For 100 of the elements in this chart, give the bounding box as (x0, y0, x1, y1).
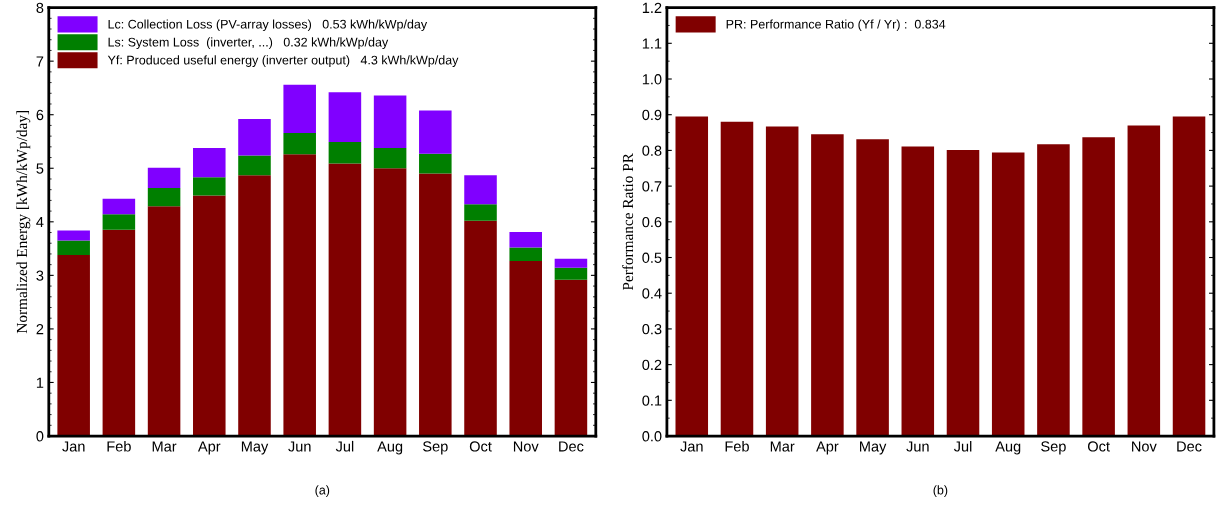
legend-label: Yf: Produced useful energy (inverter output) 4.3 kWh/kWp/day (107, 55, 459, 67)
bar (193, 177, 226, 196)
bar (856, 139, 889, 437)
bar (1082, 137, 1115, 437)
bar (509, 247, 542, 261)
bar (554, 267, 588, 280)
x-tick-label: Sep (1041, 441, 1066, 455)
y-tick-label: 0.4 (642, 288, 662, 299)
bar (1037, 144, 1070, 437)
bar (57, 255, 90, 437)
bar (946, 150, 980, 437)
bar (720, 121, 754, 437)
bar (102, 198, 136, 215)
y-tick-label: 0.2 (642, 359, 662, 371)
x-tick-label: Aug (995, 441, 1021, 455)
text: (b) (933, 485, 948, 497)
bar (1172, 116, 1206, 437)
y-axis-title: Performance Ratio PR (622, 153, 634, 291)
bar (373, 95, 407, 148)
bar (373, 168, 407, 437)
y-tick-label: 0.9 (642, 109, 662, 121)
bar (283, 84, 316, 133)
y-tick-label: 3 (36, 270, 44, 281)
y-tick-label: 2 (36, 324, 44, 335)
y-tick-label: 7 (36, 56, 44, 67)
x-tick-label: Jan (680, 441, 703, 452)
bar (419, 173, 452, 437)
bar (419, 110, 452, 154)
x-tick-label: Feb (725, 440, 749, 452)
x-tick-label: Jul (953, 440, 972, 452)
bar (193, 195, 226, 437)
bar (464, 204, 497, 221)
bar (419, 153, 452, 174)
y-tick-label: 0.0 (642, 431, 662, 442)
x-tick-label: Apr (816, 441, 839, 455)
y-tick-label: 1.0 (642, 74, 662, 85)
bar (554, 279, 588, 437)
x-tick-label: Jun (906, 441, 929, 452)
y-tick-label: 6 (36, 109, 44, 121)
x-tick-label: Mar (152, 441, 177, 452)
bar (509, 231, 542, 248)
x-tick-label: Jan (62, 441, 85, 452)
x-tick-label: Feb (107, 440, 131, 452)
y-tick-label: 1.2 (642, 2, 662, 13)
x-tick-label: Oct (1087, 441, 1110, 452)
bar (373, 147, 407, 169)
x-tick-label: Aug (377, 441, 403, 455)
bar (765, 126, 799, 437)
bar (102, 229, 136, 437)
bar (464, 175, 497, 205)
y-tick-label: 0.6 (642, 216, 662, 228)
y-tick-label: 5 (36, 163, 44, 174)
y-tick-label: 0.3 (642, 324, 662, 335)
bar (147, 167, 181, 189)
bar (283, 132, 316, 155)
x-tick-label: Apr (197, 441, 221, 455)
y-tick-label: 0 (36, 431, 44, 442)
y-tick-label: 0.5 (642, 252, 662, 263)
bar (811, 134, 844, 437)
bar (147, 206, 181, 437)
y-tick-label: 1 (36, 377, 44, 388)
x-tick-label: Dec (559, 441, 584, 452)
legend-label: PR: Performance Ratio (Yf / Yr) : 0.834 (726, 19, 946, 32)
x-tick-label: May (241, 441, 269, 455)
bar (238, 118, 271, 156)
text: (a) (315, 485, 330, 497)
x-tick-label: Jun (288, 441, 311, 452)
y-tick-label: 0.8 (642, 145, 662, 156)
x-tick-label: Oct (469, 441, 492, 452)
bar (991, 152, 1025, 437)
bar (509, 260, 542, 437)
legend-label: Lc: Collection Loss (PV-array losses) 0.53 kWh/kWp/day (108, 19, 428, 32)
y-tick-label: 0.7 (642, 181, 662, 192)
x-tick-label: Dec (1177, 441, 1202, 452)
x-tick-label: Mar (770, 441, 795, 452)
x-tick-label: Sep (423, 441, 448, 455)
bar (675, 116, 709, 437)
bar (1127, 125, 1161, 437)
bar (193, 147, 226, 178)
y-tick-label: 4 (36, 217, 44, 228)
x-tick-label: Nov (1132, 441, 1157, 452)
bar (147, 188, 181, 207)
y-tick-label: 0.1 (642, 395, 662, 406)
y-axis-title: Normalized Energy [kWh/kWp/day] (16, 111, 31, 334)
bar (901, 146, 935, 437)
bar (57, 240, 90, 256)
bar (328, 92, 362, 143)
x-tick-label: May (860, 441, 887, 455)
y-tick-label: 8 (36, 2, 44, 14)
bar (554, 258, 588, 268)
bar (57, 230, 90, 241)
bar (102, 214, 136, 230)
bar (464, 220, 497, 437)
x-tick-label: Nov (513, 441, 539, 452)
bar (328, 142, 362, 164)
legend-label: Ls: System Loss (inverter, ...) 0.32 kWh/kWp/day (108, 37, 389, 50)
bar (238, 175, 271, 437)
bar (238, 155, 271, 176)
bar (283, 154, 316, 437)
x-tick-label: Jul (335, 440, 354, 452)
